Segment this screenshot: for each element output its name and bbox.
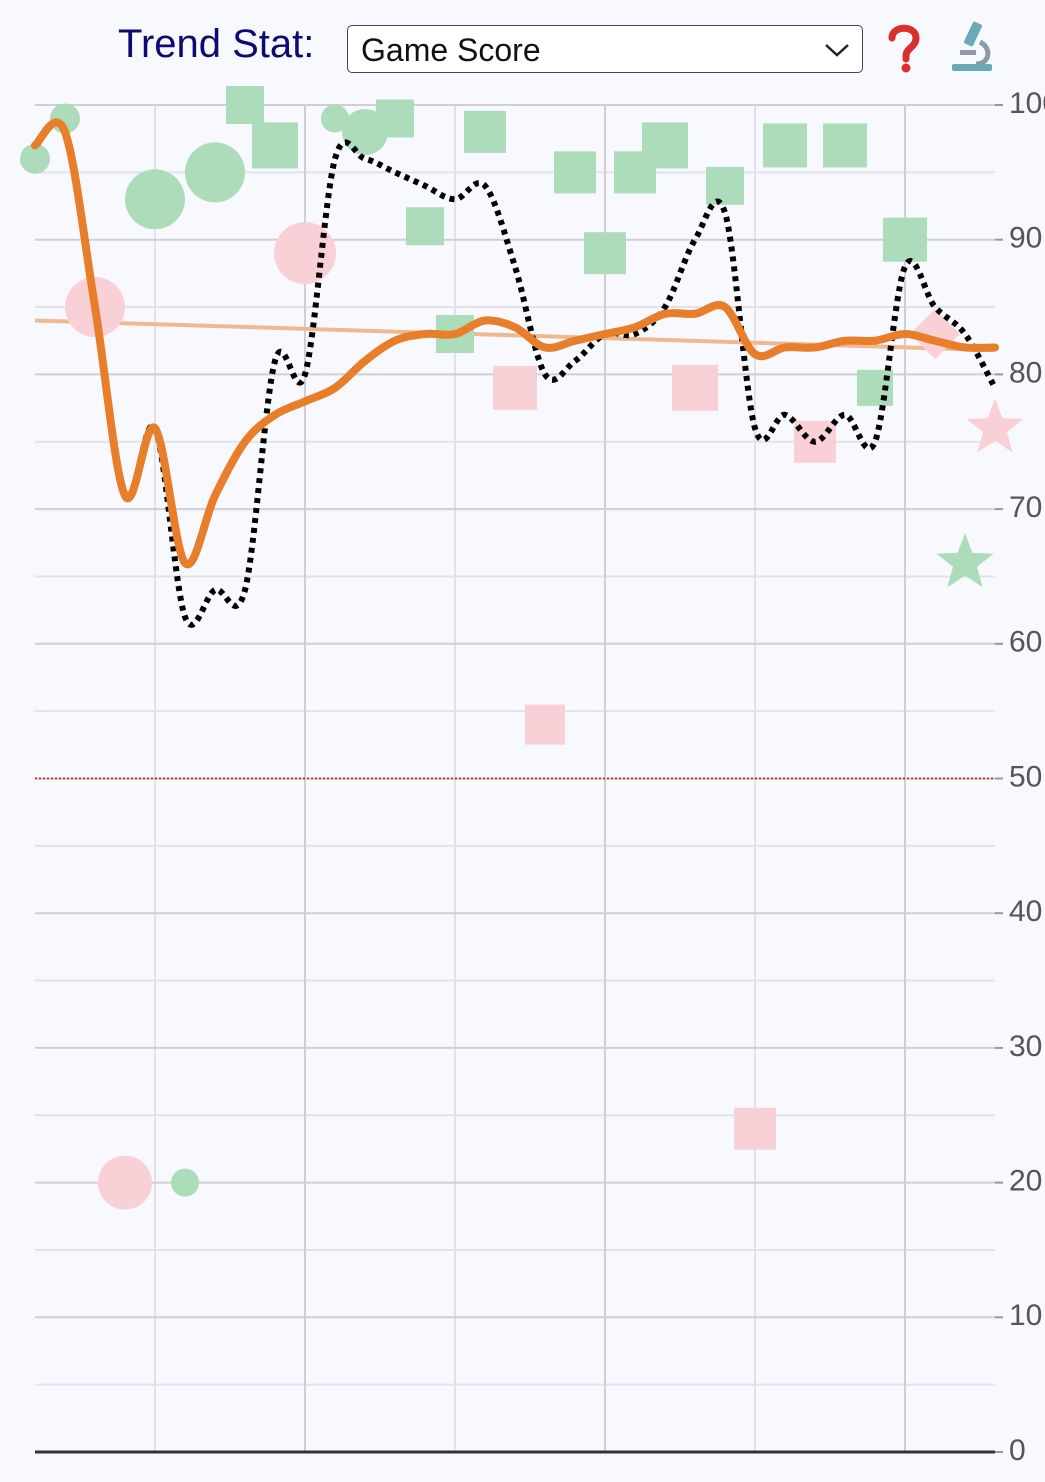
point-circle <box>342 108 388 155</box>
point-square <box>857 369 893 406</box>
point-square <box>226 86 264 124</box>
microscope-icon[interactable] <box>946 20 998 74</box>
point-square <box>614 151 656 194</box>
point-square <box>464 110 506 153</box>
y-tick-label: 20 <box>1009 1165 1042 1198</box>
point-circle <box>20 143 50 174</box>
point-circle <box>274 222 336 285</box>
y-tick-label: 70 <box>1009 491 1042 524</box>
point-circle <box>171 1168 199 1197</box>
game-line <box>32 119 998 628</box>
point-circle <box>125 169 185 230</box>
point-square <box>706 166 744 205</box>
average-line <box>31 118 999 569</box>
point-star <box>966 398 1024 453</box>
point-square <box>554 151 596 194</box>
point-square <box>734 1107 776 1150</box>
y-tick-label: 90 <box>1009 222 1042 255</box>
y-tick-label: 60 <box>1009 626 1042 659</box>
point-square <box>252 122 298 169</box>
point-square <box>823 123 867 168</box>
y-tick-label: 0 <box>1009 1434 1026 1467</box>
point-square <box>794 420 836 463</box>
trend-line <box>34 318 996 353</box>
point-circle <box>321 104 349 133</box>
point-square <box>584 232 626 275</box>
point-circle <box>185 142 245 203</box>
point-diamond <box>910 308 960 359</box>
y-tick-label: 100 <box>1009 87 1045 120</box>
point-square <box>672 364 718 411</box>
point-star <box>936 532 994 588</box>
point-square <box>525 704 565 745</box>
y-tick-label: 80 <box>1009 356 1042 389</box>
stat-select[interactable]: Game Score <box>347 25 863 73</box>
point-circle <box>65 277 125 338</box>
y-tick-label: 50 <box>1009 760 1042 793</box>
dropdown-arrow <box>825 44 849 57</box>
point-square <box>493 365 537 410</box>
point-square <box>406 207 444 246</box>
point-square <box>642 122 688 169</box>
point-square <box>883 217 927 262</box>
y-tick-label: 10 <box>1009 1299 1042 1332</box>
point-square <box>436 314 474 353</box>
y-tick-label: 30 <box>1009 1030 1042 1063</box>
point-square <box>376 99 414 138</box>
y-tick-label: 40 <box>1009 895 1042 928</box>
trend-stat-label: Trend Stat: <box>118 22 315 66</box>
point-circle <box>98 1155 152 1210</box>
point-square <box>763 123 807 168</box>
help-icon[interactable] <box>882 22 926 74</box>
point-circle <box>50 103 80 134</box>
selected-stat: Game Score <box>361 32 541 68</box>
